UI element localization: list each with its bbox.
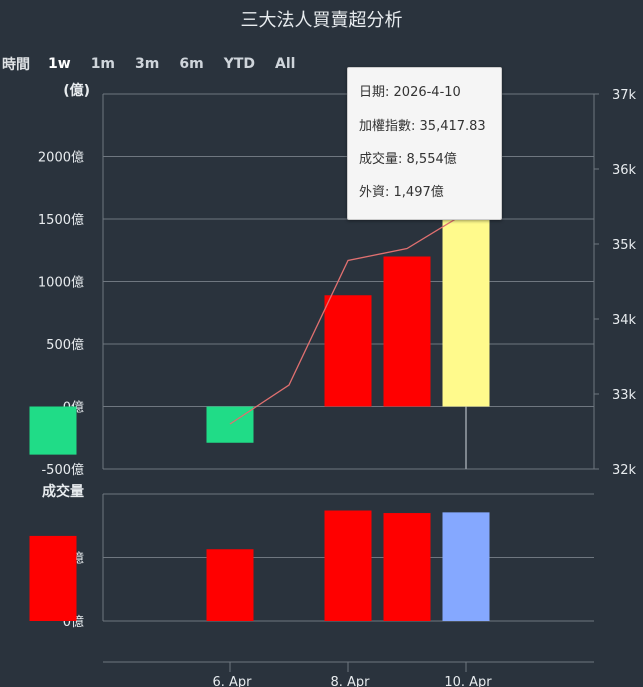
range-selector-label: 時間 xyxy=(2,57,30,73)
main-y-tick-label: 2000億 xyxy=(38,150,84,166)
tooltip-foreign: 外資: 1,497億 xyxy=(359,181,444,200)
range-button-6m[interactable]: 6m xyxy=(179,56,204,72)
tooltip-index-value: 35,417.83 xyxy=(419,119,486,134)
range-button-3m[interactable]: 3m xyxy=(135,56,160,72)
volume-y-axis-title: 成交量 xyxy=(42,483,84,500)
range-button-1w[interactable]: 1w xyxy=(48,56,71,72)
main-y-tick-label: 1500億 xyxy=(38,212,84,228)
tooltip-foreign-value: 1,497億 xyxy=(393,185,444,200)
chart-tooltip: 日期: 2026-4-10 加權指數: 35,417.83 成交量: 8,554… xyxy=(347,67,502,220)
foreign-net-bar xyxy=(383,256,431,407)
volume-bar xyxy=(324,510,372,621)
right-y-tick-label: 36k xyxy=(612,163,637,178)
tooltip-volume-value: 8,554億 xyxy=(406,152,457,167)
volume-bar xyxy=(206,549,254,621)
range-selector: 時間 1w 1m 3m 6m YTD All xyxy=(2,54,305,74)
right-y-tick-label: 33k xyxy=(612,388,637,403)
right-y-tick-label: 34k xyxy=(612,313,637,328)
tooltip-date-value: 2026-4-10 xyxy=(393,85,461,100)
volume-bar xyxy=(383,513,431,621)
main-y-axis-title: (億) xyxy=(63,82,90,99)
chart-title: 三大法人買賣超分析 xyxy=(240,10,403,31)
main-y-tick-label: -500億 xyxy=(41,462,84,478)
right-y-tick-label: 35k xyxy=(612,238,637,253)
foreign-net-bar xyxy=(206,406,254,443)
volume-bar xyxy=(442,512,490,621)
main-y-tick-label: 500億 xyxy=(46,337,84,353)
tooltip-index-label: 加權指數: xyxy=(359,119,416,134)
tooltip-foreign-label: 外資: xyxy=(359,185,390,200)
tooltip-volume: 成交量: 8,554億 xyxy=(359,148,457,167)
volume-bar xyxy=(29,535,77,621)
index-line xyxy=(229,212,467,425)
x-tick-label: 10. Apr xyxy=(444,675,492,687)
range-button-1m[interactable]: 1m xyxy=(90,56,116,72)
right-y-tick-label: 32k xyxy=(612,463,637,478)
right-y-tick-label: 37k xyxy=(612,88,637,103)
foreign-net-bar xyxy=(324,295,372,407)
foreign-net-bar xyxy=(442,219,490,407)
tooltip-index: 加權指數: 35,417.83 xyxy=(359,115,486,134)
x-tick-label: 6. Apr xyxy=(212,675,252,687)
range-button-all[interactable]: All xyxy=(275,56,296,72)
x-tick-label: 8. Apr xyxy=(330,675,370,687)
range-button-ytd[interactable]: YTD xyxy=(223,56,256,72)
tooltip-date-label: 日期: xyxy=(359,85,390,100)
tooltip-date: 日期: 2026-4-10 xyxy=(359,81,461,100)
foreign-net-bar xyxy=(29,406,77,455)
main-y-tick-label: 1000億 xyxy=(38,275,84,291)
tooltip-volume-label: 成交量: xyxy=(359,152,403,167)
